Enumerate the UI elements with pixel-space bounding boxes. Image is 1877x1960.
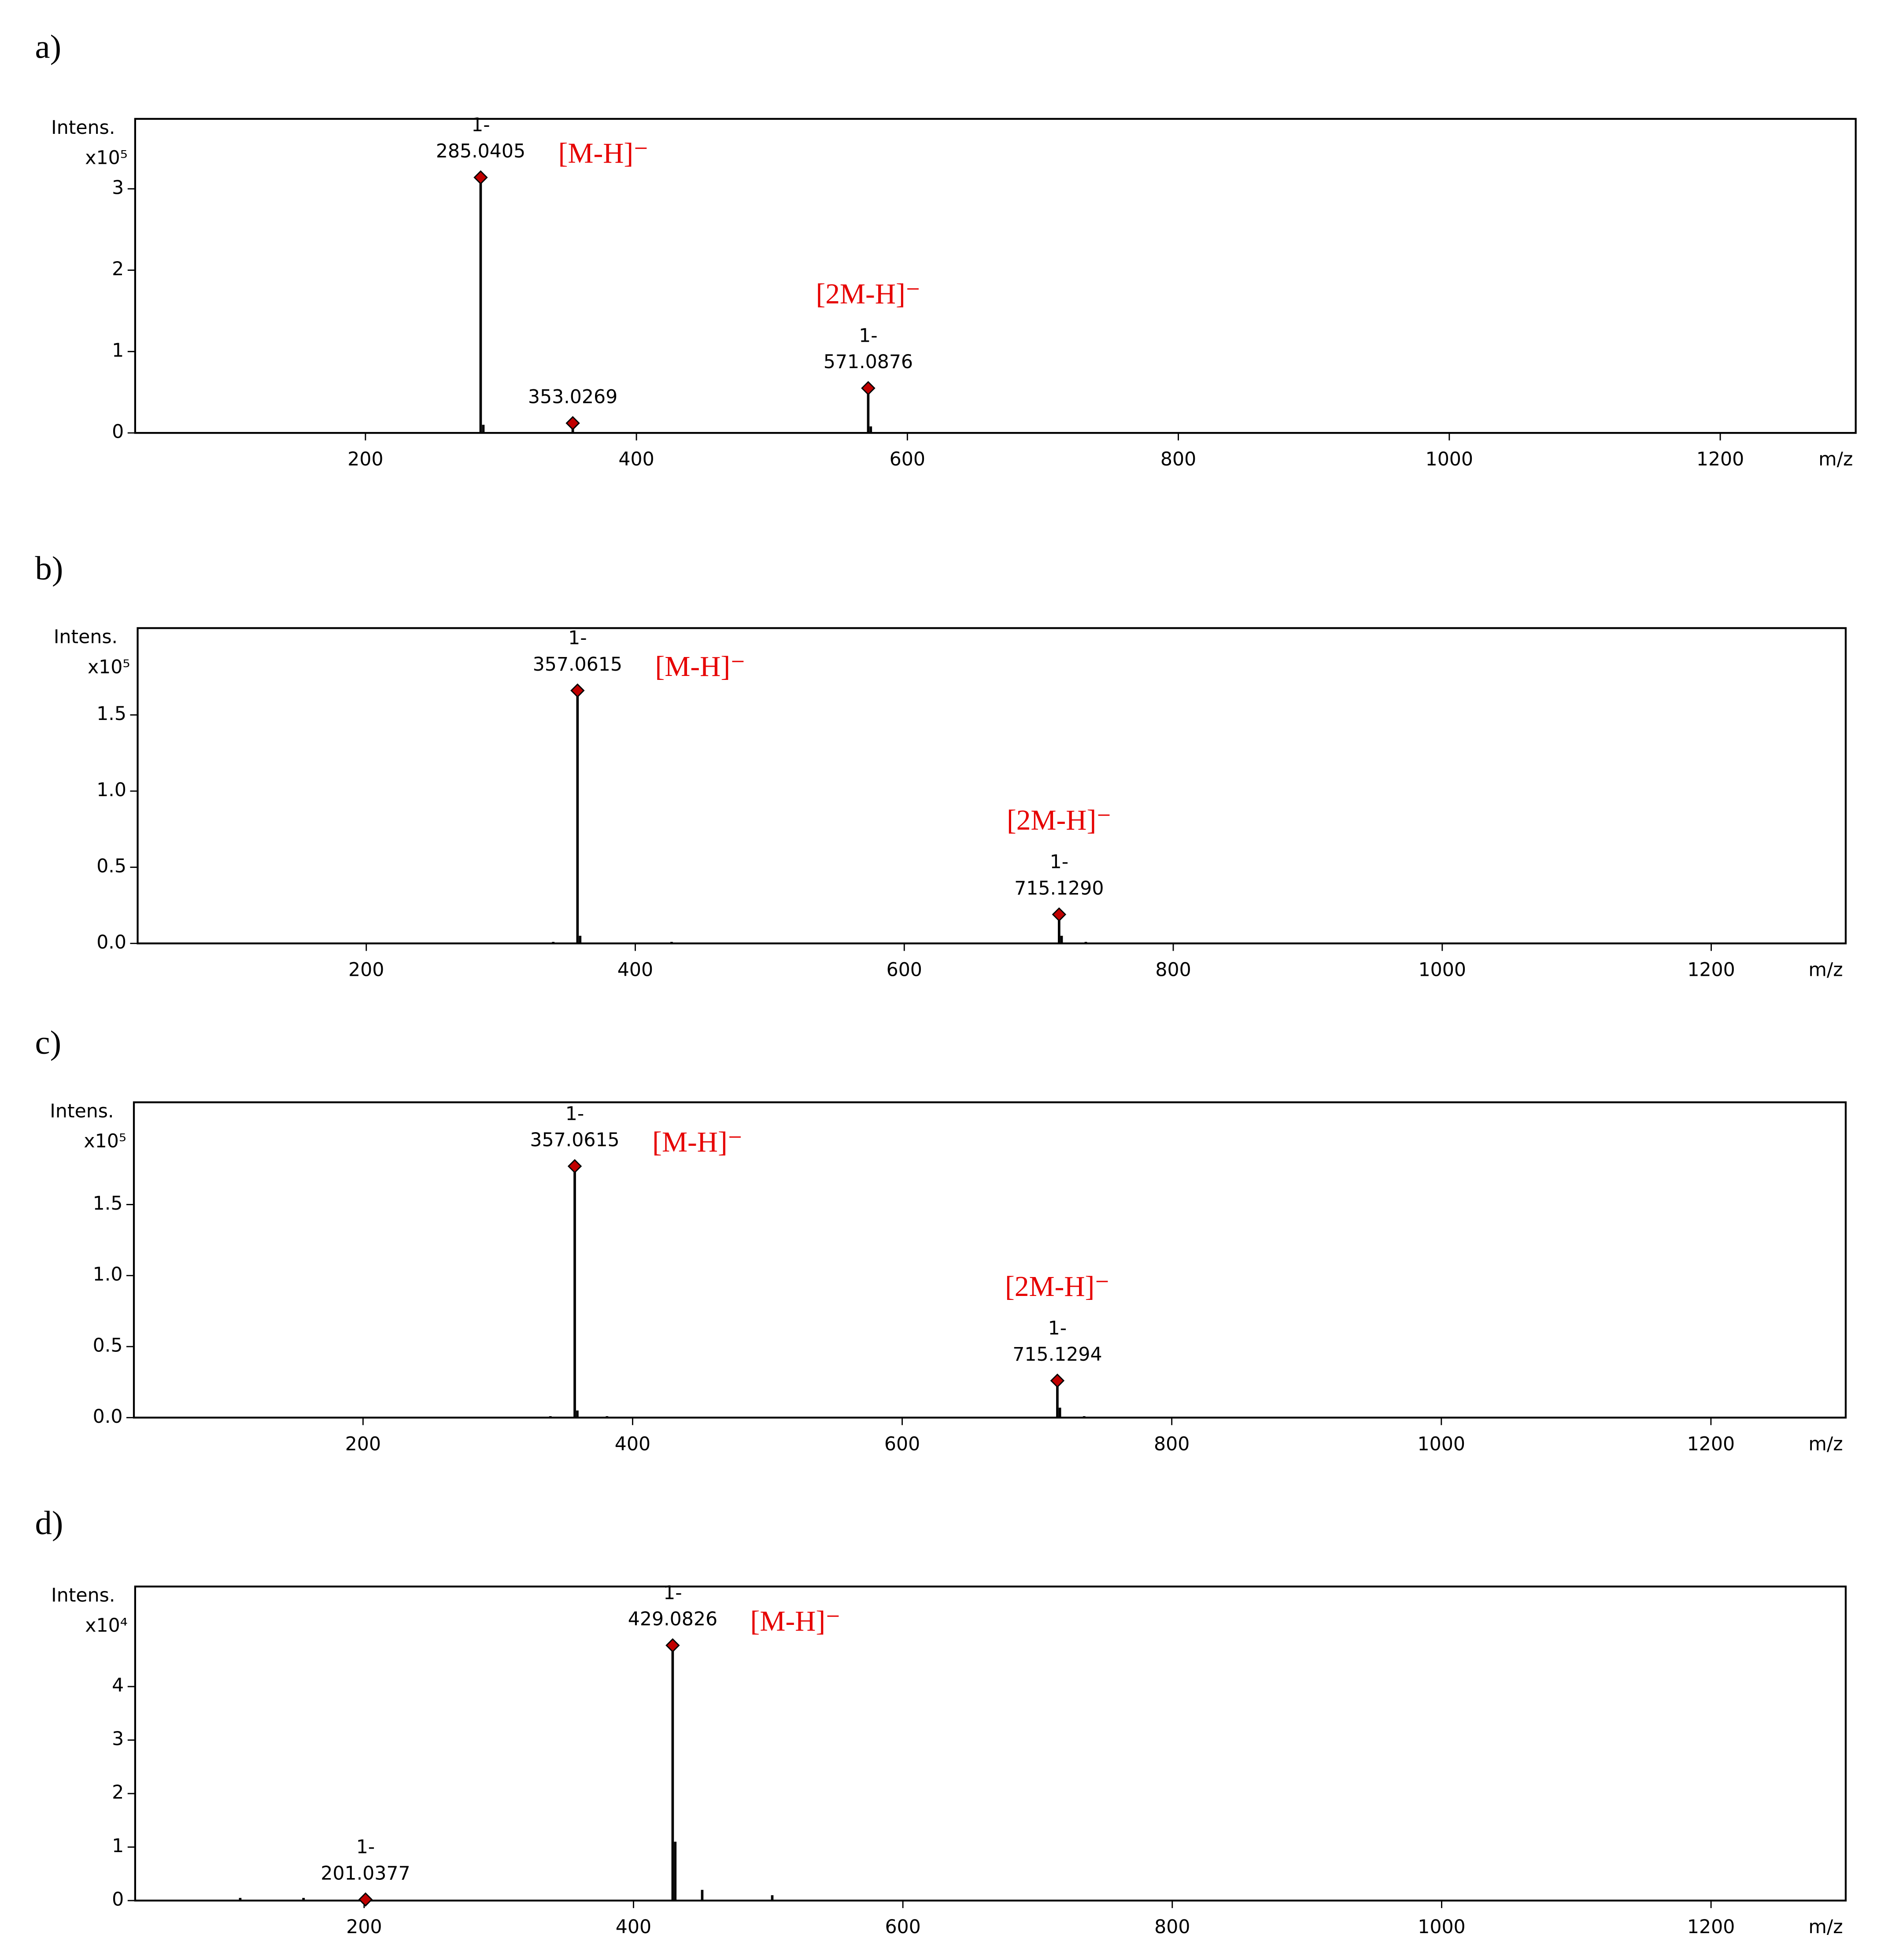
charge-label: 1- bbox=[1050, 851, 1068, 873]
x-tick-label: 600 bbox=[890, 448, 925, 470]
x-tick-label: 800 bbox=[1155, 959, 1191, 981]
peak-label: 201.0377 bbox=[321, 1862, 410, 1884]
peak-label: 353.0269 bbox=[528, 386, 617, 408]
x-tick-label: 1200 bbox=[1696, 448, 1744, 470]
peak-marker bbox=[570, 683, 585, 698]
plot-frame bbox=[133, 1101, 1847, 1419]
plot-frame bbox=[134, 1585, 1847, 1902]
x-tick-label: 1200 bbox=[1687, 959, 1735, 981]
y-tick-label: 0.0 bbox=[93, 1406, 123, 1428]
charge-label: 1- bbox=[1048, 1317, 1067, 1339]
x-tick-label: 1200 bbox=[1687, 1916, 1735, 1938]
x-tick-label: 1000 bbox=[1426, 448, 1473, 470]
x-tick-label: 1000 bbox=[1418, 1916, 1465, 1938]
x-axis-label: m/z bbox=[1808, 1433, 1843, 1455]
y-tick-label: 3 bbox=[112, 177, 124, 199]
x-tick-label: 400 bbox=[616, 1916, 651, 1938]
x-axis-label: m/z bbox=[1808, 1916, 1843, 1938]
peak-label: 715.1290 bbox=[1014, 877, 1104, 899]
ion-label: [2M-H]⁻ bbox=[816, 278, 921, 310]
x-tick-label: 1000 bbox=[1418, 1433, 1465, 1455]
peak-label: 571.0876 bbox=[824, 351, 913, 373]
y-tick-label: 1.5 bbox=[96, 703, 126, 725]
peak-label: 715.1294 bbox=[1012, 1344, 1102, 1366]
x-tick-label: 1000 bbox=[1419, 959, 1466, 981]
x-tick-label: 600 bbox=[887, 959, 922, 981]
y-tick-label: 2 bbox=[112, 258, 124, 280]
y-axis-label: Intens. bbox=[51, 1584, 115, 1606]
x-tick-label: 400 bbox=[617, 959, 653, 981]
panel-label: c) bbox=[35, 1024, 62, 1061]
y-tick-label: 0 bbox=[112, 421, 124, 443]
x-tick-label: 400 bbox=[615, 1433, 650, 1455]
peak-marker bbox=[1052, 907, 1067, 922]
x-tick-label: 200 bbox=[346, 1916, 382, 1938]
ion-label: [M-H]⁻ bbox=[652, 1126, 743, 1158]
peak-label: 357.0615 bbox=[533, 653, 622, 675]
x-tick-label: 200 bbox=[345, 1433, 381, 1455]
ion-label: [M-H]⁻ bbox=[750, 1606, 841, 1637]
y-tick-label: 0 bbox=[112, 1889, 124, 1911]
x-axis-label: m/z bbox=[1808, 959, 1843, 981]
x-tick-label: 600 bbox=[885, 1916, 920, 1938]
peak-label: 429.0826 bbox=[628, 1608, 717, 1630]
x-tick-label: 400 bbox=[618, 448, 654, 470]
x-tick-label: 600 bbox=[884, 1433, 920, 1455]
peak-marker bbox=[567, 1159, 582, 1174]
y-axis-scale: x10⁴ bbox=[85, 1614, 128, 1636]
peak-label: 285.0405 bbox=[436, 140, 525, 162]
y-tick-label: 0.5 bbox=[93, 1335, 123, 1357]
x-tick-label: 800 bbox=[1154, 1916, 1190, 1938]
x-tick-label: 800 bbox=[1160, 448, 1196, 470]
x-tick-label: 200 bbox=[347, 448, 383, 470]
plot-frame bbox=[134, 118, 1857, 434]
ion-label: [M-H]⁻ bbox=[558, 138, 649, 170]
y-axis-scale: x10⁵ bbox=[88, 656, 130, 678]
y-tick-label: 0.0 bbox=[96, 931, 126, 953]
charge-label: 1- bbox=[859, 325, 877, 347]
panel-label: b) bbox=[35, 550, 63, 587]
ion-label: [2M-H]⁻ bbox=[1007, 805, 1112, 836]
x-tick-label: 800 bbox=[1154, 1433, 1190, 1455]
charge-label: 1- bbox=[471, 114, 490, 136]
y-axis-label: Intens. bbox=[54, 626, 118, 648]
plot-frame bbox=[137, 627, 1847, 945]
x-tick-label: 1200 bbox=[1687, 1433, 1735, 1455]
y-tick-label: 3 bbox=[112, 1728, 124, 1750]
x-axis-label: m/z bbox=[1818, 448, 1853, 470]
charge-label: 1- bbox=[663, 1582, 682, 1604]
ion-label: [2M-H]⁻ bbox=[1005, 1271, 1110, 1303]
y-axis-label: Intens. bbox=[50, 1100, 114, 1122]
panel-label: d) bbox=[35, 1504, 63, 1542]
peak-marker bbox=[358, 1892, 373, 1907]
y-tick-label: 4 bbox=[112, 1675, 124, 1697]
peak-marker bbox=[1050, 1373, 1065, 1388]
panel-label: a) bbox=[35, 28, 62, 65]
charge-label: 1- bbox=[356, 1836, 375, 1858]
peak-label: 357.0615 bbox=[530, 1129, 619, 1151]
x-tick-label: 200 bbox=[348, 959, 384, 981]
y-tick-label: 2 bbox=[112, 1782, 124, 1804]
y-tick-label: 1.5 bbox=[93, 1192, 123, 1214]
peak-marker bbox=[473, 170, 488, 185]
peak-marker bbox=[665, 1638, 680, 1653]
y-tick-label: 1.0 bbox=[96, 779, 126, 801]
y-tick-label: 1 bbox=[112, 1835, 124, 1857]
y-tick-label: 0.5 bbox=[96, 855, 126, 877]
y-axis-scale: x10⁵ bbox=[85, 147, 128, 169]
y-tick-label: 1.0 bbox=[93, 1263, 123, 1285]
y-axis-scale: x10⁵ bbox=[84, 1130, 126, 1152]
charge-label: 1- bbox=[568, 627, 587, 649]
y-tick-label: 1 bbox=[112, 340, 124, 362]
peak-marker bbox=[861, 381, 876, 395]
y-axis-label: Intens. bbox=[51, 117, 115, 139]
charge-label: 1- bbox=[565, 1103, 584, 1125]
peak-marker bbox=[565, 416, 580, 431]
ion-label: [M-H]⁻ bbox=[655, 651, 746, 683]
